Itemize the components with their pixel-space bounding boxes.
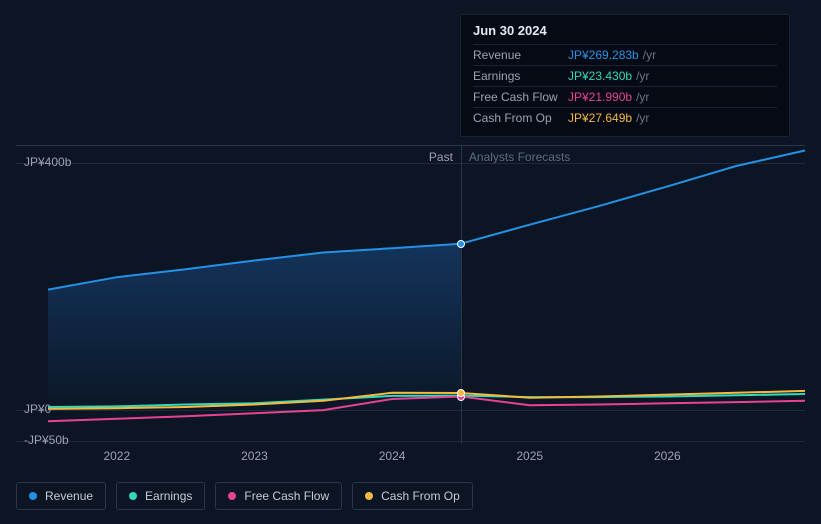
financials-chart: JP¥400bJP¥0-JP¥50b 20222023202420252026 … (0, 0, 821, 524)
legend-item-cfo[interactable]: Cash From Op (352, 482, 473, 510)
tooltip-row: EarningsJP¥23.430b/yr (473, 65, 777, 86)
legend-item-fcf[interactable]: Free Cash Flow (215, 482, 342, 510)
tooltip-row: RevenueJP¥269.283b/yr (473, 44, 777, 65)
legend-item-revenue[interactable]: Revenue (16, 482, 106, 510)
legend: Revenue Earnings Free Cash Flow Cash From O… (16, 482, 473, 510)
tooltip-row-label: Cash From Op (473, 111, 568, 125)
legend-swatch-icon (29, 492, 37, 500)
legend-label: Free Cash Flow (244, 489, 329, 503)
tooltip-row-unit: /yr (636, 111, 649, 125)
y-tick-label: -JP¥50b (24, 433, 69, 447)
y-tick-label: JP¥400b (24, 155, 71, 169)
forecast-label: Analysts Forecasts (469, 150, 570, 164)
tooltip-row-value: JP¥269.283b (568, 48, 639, 62)
tooltip-row-unit: /yr (636, 90, 649, 104)
tooltip-row-value: JP¥21.990b (568, 90, 632, 104)
tooltip-row-value: JP¥23.430b (568, 69, 632, 83)
legend-swatch-icon (365, 492, 373, 500)
x-tick-label: 2023 (241, 449, 268, 463)
x-tick-label: 2025 (516, 449, 543, 463)
tooltip-row: Cash From OpJP¥27.649b/yr (473, 107, 777, 128)
x-tick-label: 2026 (654, 449, 681, 463)
tooltip: Jun 30 2024 RevenueJP¥269.283b/yrEarning… (460, 14, 790, 137)
tooltip-title: Jun 30 2024 (473, 23, 777, 44)
tooltip-row-unit: /yr (643, 48, 656, 62)
tooltip-row-unit: /yr (636, 69, 649, 83)
x-tick-label: 2022 (103, 449, 130, 463)
legend-label: Revenue (45, 489, 93, 503)
y-tick-label: JP¥0 (24, 402, 51, 416)
marker-revenue (457, 240, 465, 248)
tooltip-row-label: Earnings (473, 69, 568, 83)
x-tick-label: 2024 (379, 449, 406, 463)
legend-item-earnings[interactable]: Earnings (116, 482, 205, 510)
past-label: Past (429, 150, 453, 164)
marker-cfo (457, 389, 465, 397)
tooltip-row-value: JP¥27.649b (568, 111, 632, 125)
legend-label: Earnings (145, 489, 192, 503)
legend-swatch-icon (129, 492, 137, 500)
legend-swatch-icon (228, 492, 236, 500)
tooltip-row-label: Free Cash Flow (473, 90, 568, 104)
tooltip-row: Free Cash FlowJP¥21.990b/yr (473, 86, 777, 107)
legend-label: Cash From Op (381, 489, 460, 503)
tooltip-row-label: Revenue (473, 48, 568, 62)
